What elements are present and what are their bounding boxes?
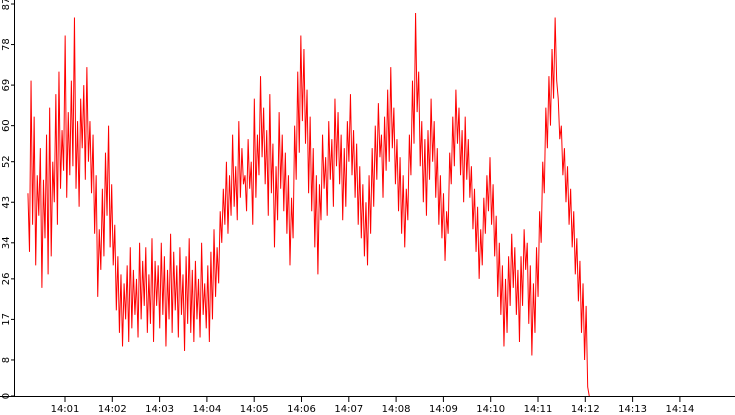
- x-tick-label: 14:02: [98, 404, 127, 415]
- x-tick-label: 14:03: [145, 404, 174, 415]
- x-tick-label: 14:06: [287, 404, 316, 415]
- x-tick-label: 14:05: [240, 404, 269, 415]
- x-tick-label: 14:10: [476, 404, 505, 415]
- y-tick-label: 60: [1, 119, 12, 132]
- y-tick-label: 26: [1, 273, 12, 286]
- y-tick-label: 52: [1, 155, 12, 168]
- y-tick-label: 78: [1, 38, 12, 51]
- x-tick-label: 14:09: [429, 404, 458, 415]
- series-layer: [27, 13, 590, 397]
- x-tick-label: 14:13: [618, 404, 647, 415]
- y-tick-label: 34: [1, 236, 12, 249]
- x-tick-label: 14:14: [665, 404, 694, 415]
- y-tick-label: 8: [1, 357, 12, 363]
- x-tick-label: 14:07: [334, 404, 363, 415]
- x-tick-label: 14:04: [192, 404, 221, 415]
- y-tick-label: 0: [1, 393, 12, 399]
- x-tick-label: 14:11: [524, 404, 553, 415]
- y-tick-label: 69: [1, 79, 12, 92]
- x-tick-label: 14:08: [382, 404, 411, 415]
- x-tick-label: 14:01: [51, 404, 80, 415]
- y-tick-label: 43: [1, 196, 12, 209]
- y-tick-label: 87: [1, 0, 12, 10]
- y-tick-label: 17: [1, 313, 12, 326]
- x-tick-label: 14:12: [571, 404, 600, 415]
- series-line-1: [27, 13, 590, 397]
